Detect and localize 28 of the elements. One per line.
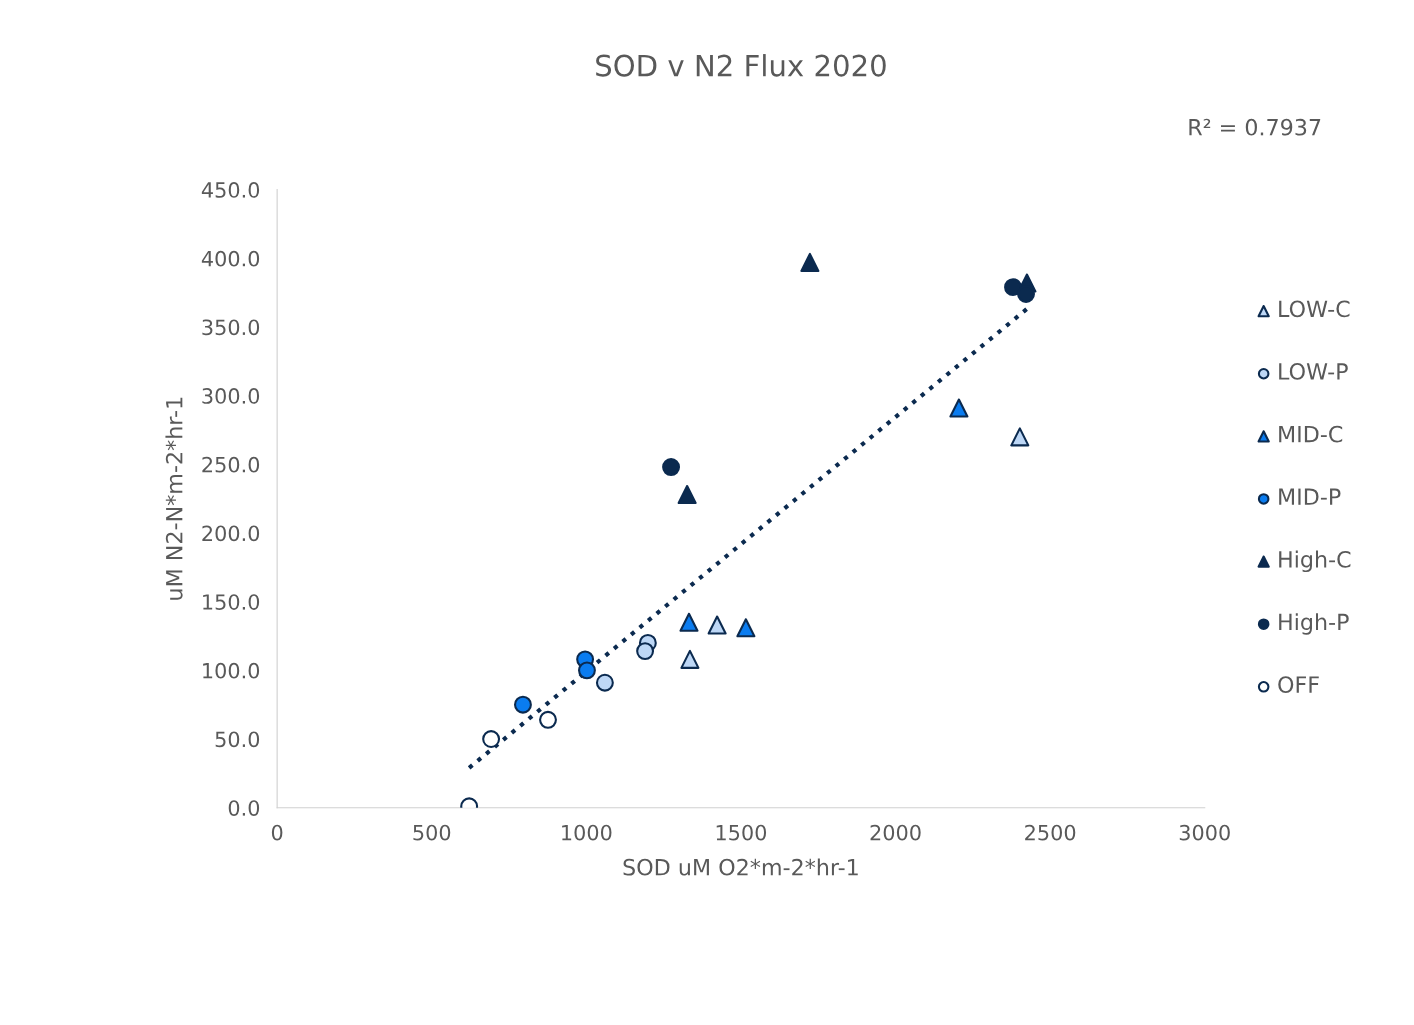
- text: R² = 0.7937: [1189, 118, 1321, 136]
- x-tick-label: 500: [413, 824, 451, 841]
- y-tick-label: 450.0: [201, 182, 260, 198]
- y-tick-label: 300.0: [202, 388, 260, 404]
- y-tick-label: 100.0: [203, 662, 260, 679]
- legend-label: High-P: [1279, 613, 1349, 635]
- chart-title: SOD v N2 Flux 2020: [596, 54, 886, 77]
- legend-label: MID-C: [1279, 425, 1343, 443]
- x-tick-label: 0: [271, 824, 283, 841]
- x-axis-title: SOD uM O2*m-2*hr-1: [623, 858, 858, 876]
- x-tick-label: 2500: [1025, 824, 1076, 841]
- legend-label: LOW-P: [1279, 363, 1348, 380]
- y-axis-title: uM N2-N*m-2*hr-1: [165, 397, 183, 600]
- x-tick-label: 3000: [1179, 824, 1230, 841]
- legend-label: OFF: [1278, 676, 1319, 693]
- y-tick-label: 150.0: [203, 594, 260, 610]
- y-tick-label: 200.0: [202, 525, 260, 542]
- legend-label: High-C: [1279, 550, 1351, 573]
- y-tick-label: 350.0: [202, 319, 260, 336]
- y-tick-label: 250.0: [202, 456, 260, 473]
- y-tick-label: 0.0: [228, 800, 260, 816]
- x-tick-label: 1000: [562, 824, 612, 841]
- y-tick-label: 400.0: [201, 250, 260, 267]
- legend-label: MID-P: [1279, 488, 1341, 505]
- x-tick-label: 1500: [716, 824, 767, 841]
- x-tick-label: 2000: [870, 824, 921, 841]
- legend-label: LOW-C: [1279, 300, 1350, 318]
- y-tick-label: 50.0: [215, 731, 260, 748]
